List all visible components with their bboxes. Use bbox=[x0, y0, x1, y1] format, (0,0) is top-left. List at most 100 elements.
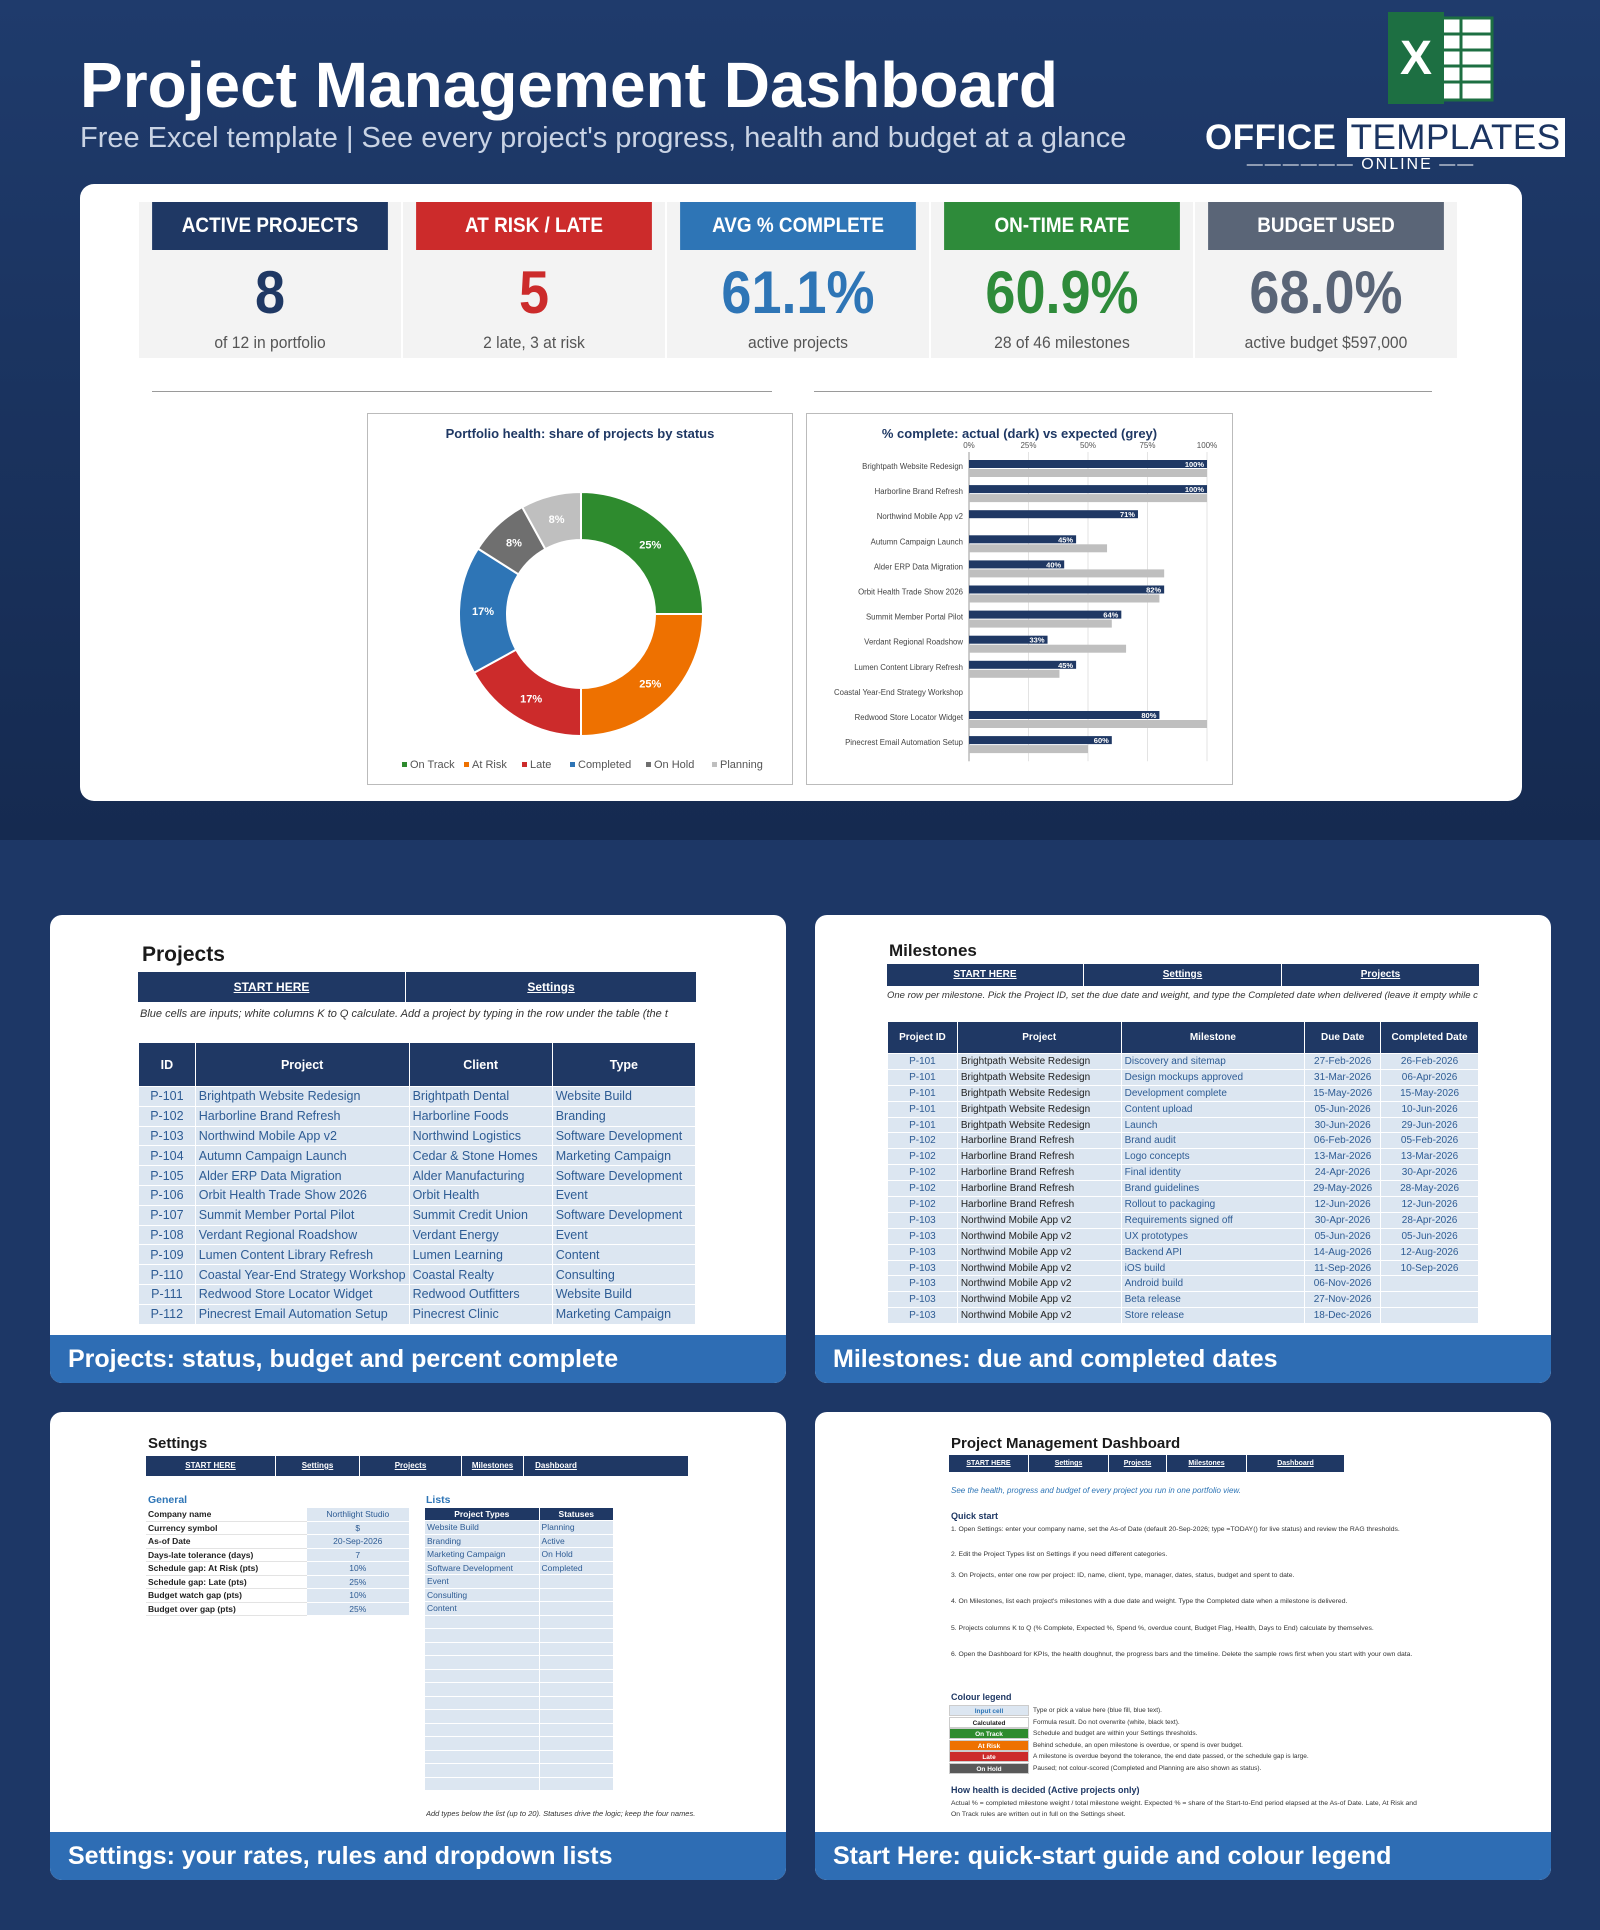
actual-bar[interactable] bbox=[969, 485, 1207, 494]
table-cell[interactable]: Brightpath Website Redesign bbox=[956, 1084, 1122, 1102]
table-cell[interactable]: 06-Apr-2026 bbox=[1380, 1068, 1479, 1086]
project-type-cell[interactable]: Software Development bbox=[424, 1560, 540, 1575]
table-cell[interactable]: P-101 bbox=[887, 1084, 958, 1102]
actual-bar[interactable] bbox=[969, 460, 1207, 468]
table-cell[interactable] bbox=[1380, 1291, 1479, 1309]
table-cell[interactable]: Northwind Logistics bbox=[408, 1125, 553, 1147]
column-header[interactable]: Due Date bbox=[1304, 1021, 1382, 1054]
nav-dashboard[interactable]: Dashboard bbox=[1277, 1460, 1314, 1467]
table-cell[interactable]: 05-Jun-2026 bbox=[1380, 1227, 1479, 1245]
table-cell[interactable]: Content bbox=[551, 1244, 697, 1266]
table-cell[interactable]: 11-Sep-2026 bbox=[1304, 1259, 1382, 1277]
table-cell[interactable]: P-106 bbox=[138, 1184, 196, 1206]
table-cell[interactable]: Coastal Realty bbox=[408, 1264, 553, 1285]
project-type-cell[interactable] bbox=[424, 1763, 540, 1778]
table-cell[interactable]: P-101 bbox=[887, 1100, 958, 1118]
table-cell[interactable]: Brightpath Website Redesign bbox=[956, 1053, 1122, 1070]
table-cell[interactable]: 10-Jun-2026 bbox=[1380, 1100, 1479, 1118]
project-type-cell[interactable] bbox=[424, 1682, 540, 1697]
column-header[interactable]: Type bbox=[551, 1042, 697, 1087]
table-cell[interactable]: 28-May-2026 bbox=[1380, 1180, 1479, 1198]
table-cell[interactable]: P-102 bbox=[138, 1105, 196, 1127]
status-cell[interactable]: Completed bbox=[538, 1560, 615, 1575]
table-cell[interactable]: P-110 bbox=[138, 1264, 196, 1285]
table-cell[interactable] bbox=[1380, 1275, 1479, 1293]
table-cell[interactable]: Northwind Mobile App v2 bbox=[956, 1307, 1122, 1325]
setting-value[interactable]: 25% bbox=[305, 1574, 410, 1589]
table-cell[interactable]: Alder Manufacturing bbox=[408, 1165, 553, 1186]
table-cell[interactable]: Brightpath Website Redesign bbox=[956, 1116, 1122, 1134]
table-cell[interactable]: P-102 bbox=[887, 1196, 958, 1213]
table-cell[interactable]: 15-May-2026 bbox=[1380, 1084, 1479, 1102]
expected-bar[interactable] bbox=[969, 569, 1165, 578]
status-cell[interactable]: On Hold bbox=[538, 1547, 615, 1562]
table-cell[interactable]: Summit Member Portal Pilot bbox=[194, 1204, 410, 1226]
column-header[interactable]: Project ID bbox=[887, 1021, 958, 1054]
table-cell[interactable]: Android build bbox=[1120, 1275, 1306, 1293]
actual-bar[interactable] bbox=[969, 560, 1065, 569]
table-cell[interactable]: Harborline Brand Refresh bbox=[956, 1164, 1122, 1182]
setting-value[interactable]: 10% bbox=[305, 1561, 410, 1576]
setting-value[interactable]: $ bbox=[305, 1520, 410, 1535]
actual-bar[interactable] bbox=[969, 660, 1077, 669]
table-cell[interactable]: P-107 bbox=[138, 1204, 196, 1226]
table-cell[interactable]: 10-Sep-2026 bbox=[1380, 1259, 1479, 1277]
table-cell[interactable]: Brightpath Dental bbox=[408, 1086, 553, 1107]
expected-bar[interactable] bbox=[969, 469, 1207, 477]
table-cell[interactable]: Pinecrest Clinic bbox=[408, 1303, 553, 1325]
table-cell[interactable]: Rollout to packaging bbox=[1120, 1196, 1306, 1213]
table-cell[interactable]: 13-Mar-2026 bbox=[1380, 1148, 1479, 1166]
table-cell[interactable]: Pinecrest Email Automation Setup bbox=[194, 1303, 410, 1325]
actual-bar[interactable] bbox=[969, 510, 1138, 519]
table-cell[interactable]: Northwind Mobile App v2 bbox=[956, 1211, 1122, 1229]
table-cell[interactable]: 05-Jun-2026 bbox=[1304, 1100, 1382, 1118]
table-cell[interactable]: Northwind Mobile App v2 bbox=[194, 1125, 410, 1147]
table-cell[interactable]: Harborline Brand Refresh bbox=[194, 1105, 410, 1127]
project-type-cell[interactable] bbox=[424, 1736, 540, 1751]
status-cell[interactable]: Active bbox=[538, 1533, 615, 1548]
table-cell[interactable]: P-103 bbox=[887, 1227, 958, 1245]
table-cell[interactable]: Software Development bbox=[551, 1204, 697, 1226]
table-cell[interactable]: 30-Apr-2026 bbox=[1304, 1211, 1382, 1229]
table-cell[interactable]: Logo concepts bbox=[1120, 1148, 1306, 1166]
project-type-cell[interactable] bbox=[424, 1614, 540, 1629]
table-cell[interactable]: Software Development bbox=[551, 1165, 697, 1186]
table-cell[interactable]: Harborline Brand Refresh bbox=[956, 1196, 1122, 1213]
status-cell[interactable] bbox=[538, 1763, 615, 1778]
table-cell[interactable]: Lumen Content Library Refresh bbox=[194, 1244, 410, 1266]
status-cell[interactable] bbox=[538, 1641, 615, 1656]
table-cell[interactable]: P-103 bbox=[887, 1211, 958, 1229]
table-cell[interactable]: P-102 bbox=[887, 1164, 958, 1182]
table-cell[interactable]: 30-Jun-2026 bbox=[1304, 1116, 1382, 1134]
table-cell[interactable]: Harborline Brand Refresh bbox=[956, 1148, 1122, 1166]
table-cell[interactable]: 06-Feb-2026 bbox=[1304, 1132, 1382, 1150]
nav-settings[interactable]: Settings bbox=[527, 980, 575, 994]
column-header[interactable]: Project bbox=[956, 1021, 1122, 1054]
status-cell[interactable] bbox=[538, 1614, 615, 1629]
setting-value[interactable]: Northlight Studio bbox=[305, 1507, 410, 1522]
table-cell[interactable]: P-111 bbox=[138, 1283, 196, 1305]
table-cell[interactable]: Backend API bbox=[1120, 1243, 1306, 1261]
project-type-cell[interactable] bbox=[424, 1668, 540, 1683]
table-cell[interactable]: Development complete bbox=[1120, 1084, 1306, 1102]
table-cell[interactable]: Cedar & Stone Homes bbox=[408, 1145, 553, 1167]
table-cell[interactable]: 14-Aug-2026 bbox=[1304, 1243, 1382, 1261]
table-cell[interactable]: UX prototypes bbox=[1120, 1227, 1306, 1245]
nav-dashboard[interactable]: Dashboard bbox=[535, 1461, 577, 1470]
settings-preview-card[interactable]: Settings START HERE Settings Projects Miles… bbox=[50, 1412, 786, 1880]
table-cell[interactable]: 28-Apr-2026 bbox=[1380, 1211, 1479, 1229]
table-cell[interactable]: Website Build bbox=[551, 1086, 697, 1107]
actual-bar[interactable] bbox=[969, 585, 1165, 594]
status-cell[interactable] bbox=[538, 1587, 615, 1602]
table-cell[interactable]: 30-Apr-2026 bbox=[1380, 1164, 1479, 1182]
table-cell[interactable]: Brightpath Website Redesign bbox=[956, 1100, 1122, 1118]
project-type-cell[interactable] bbox=[424, 1695, 540, 1710]
expected-bar[interactable] bbox=[969, 745, 1088, 754]
table-cell[interactable]: P-101 bbox=[887, 1116, 958, 1134]
setting-value[interactable]: 20-Sep-2026 bbox=[305, 1534, 410, 1549]
expected-bar[interactable] bbox=[969, 720, 1207, 728]
table-cell[interactable]: 29-May-2026 bbox=[1304, 1180, 1382, 1198]
status-cell[interactable] bbox=[538, 1668, 615, 1683]
table-cell[interactable]: Brightpath Website Redesign bbox=[194, 1086, 410, 1107]
status-cell[interactable] bbox=[538, 1749, 615, 1764]
